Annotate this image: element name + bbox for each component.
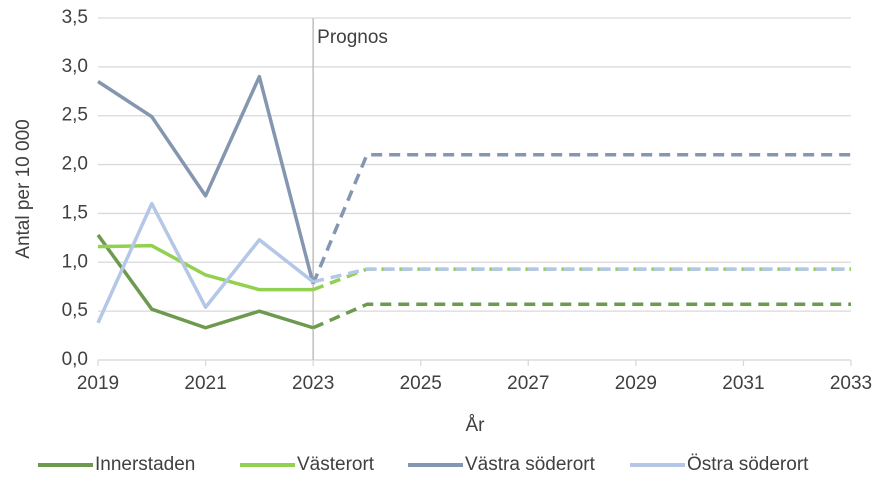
y-tick-label: 1,0 (62, 251, 88, 272)
legend-label: Innerstaden (95, 454, 195, 475)
x-tick-label: 2027 (507, 373, 549, 394)
legend-label: Västerort (297, 454, 375, 475)
y-axis-label: Antal per 10 000 (13, 119, 34, 258)
forecast-line-series (312, 302, 851, 330)
x-tick-label: 2031 (722, 373, 764, 394)
x-tick-label: 2025 (400, 373, 442, 394)
series-line (96, 233, 314, 330)
forecast-line-series (312, 267, 851, 284)
y-tick-label: 2,0 (62, 154, 88, 175)
x-axis-label: År (466, 415, 486, 436)
x-tick-label: 2021 (184, 373, 226, 394)
series-line (96, 201, 315, 324)
y-tick-label: 2,5 (62, 105, 88, 126)
y-tick-label: 3,0 (62, 56, 88, 77)
forecast-line-series (311, 153, 851, 285)
legend-label: Östra söderort (687, 454, 809, 475)
x-tick-label: 2023 (292, 373, 334, 394)
y-tick-label: 0,5 (62, 300, 88, 321)
x-tick-label: 2019 (77, 373, 119, 394)
x-tick-label: 2033 (830, 373, 872, 394)
annotation: Prognos (317, 27, 388, 48)
y-tick-label: 0,0 (62, 349, 88, 370)
x-tick-label: 2029 (615, 373, 657, 394)
legend-label: Västra söderort (465, 454, 596, 475)
forecast-line-series (312, 267, 851, 292)
y-tick-label: 3,5 (62, 7, 88, 28)
series-line (97, 74, 315, 285)
y-tick-label: 1,5 (62, 202, 88, 223)
